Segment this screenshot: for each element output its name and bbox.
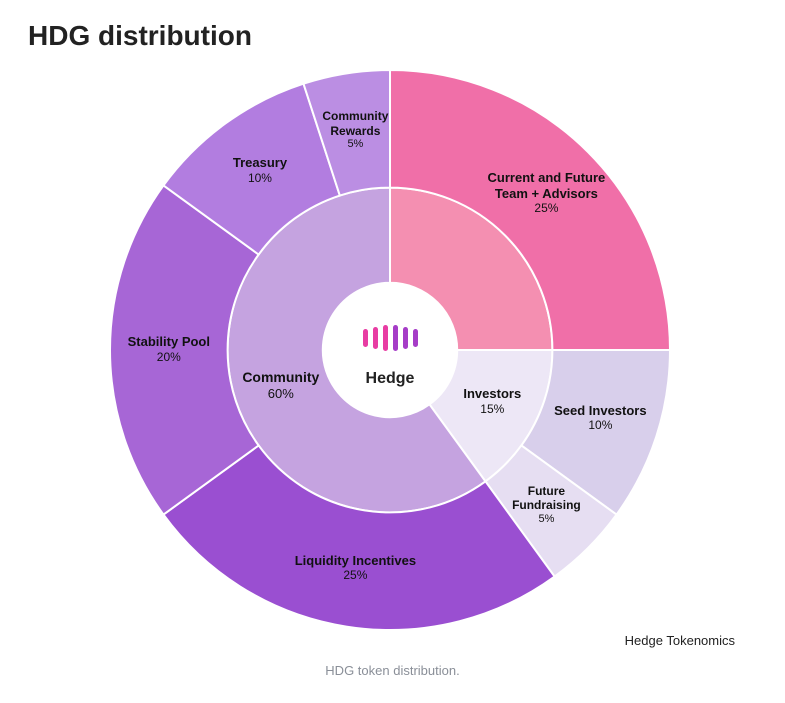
- center-circle: [323, 283, 457, 417]
- chart-svg: [110, 70, 670, 630]
- footnote: Hedge Tokenomics: [625, 633, 735, 648]
- sunburst-chart: Investors15%Community60%Current and Futu…: [110, 70, 670, 630]
- caption: HDG token distribution.: [0, 663, 785, 678]
- center-label: Hedge: [330, 370, 450, 388]
- center-brand: Hedge: [366, 370, 415, 387]
- page-title: HDG distribution: [28, 20, 252, 52]
